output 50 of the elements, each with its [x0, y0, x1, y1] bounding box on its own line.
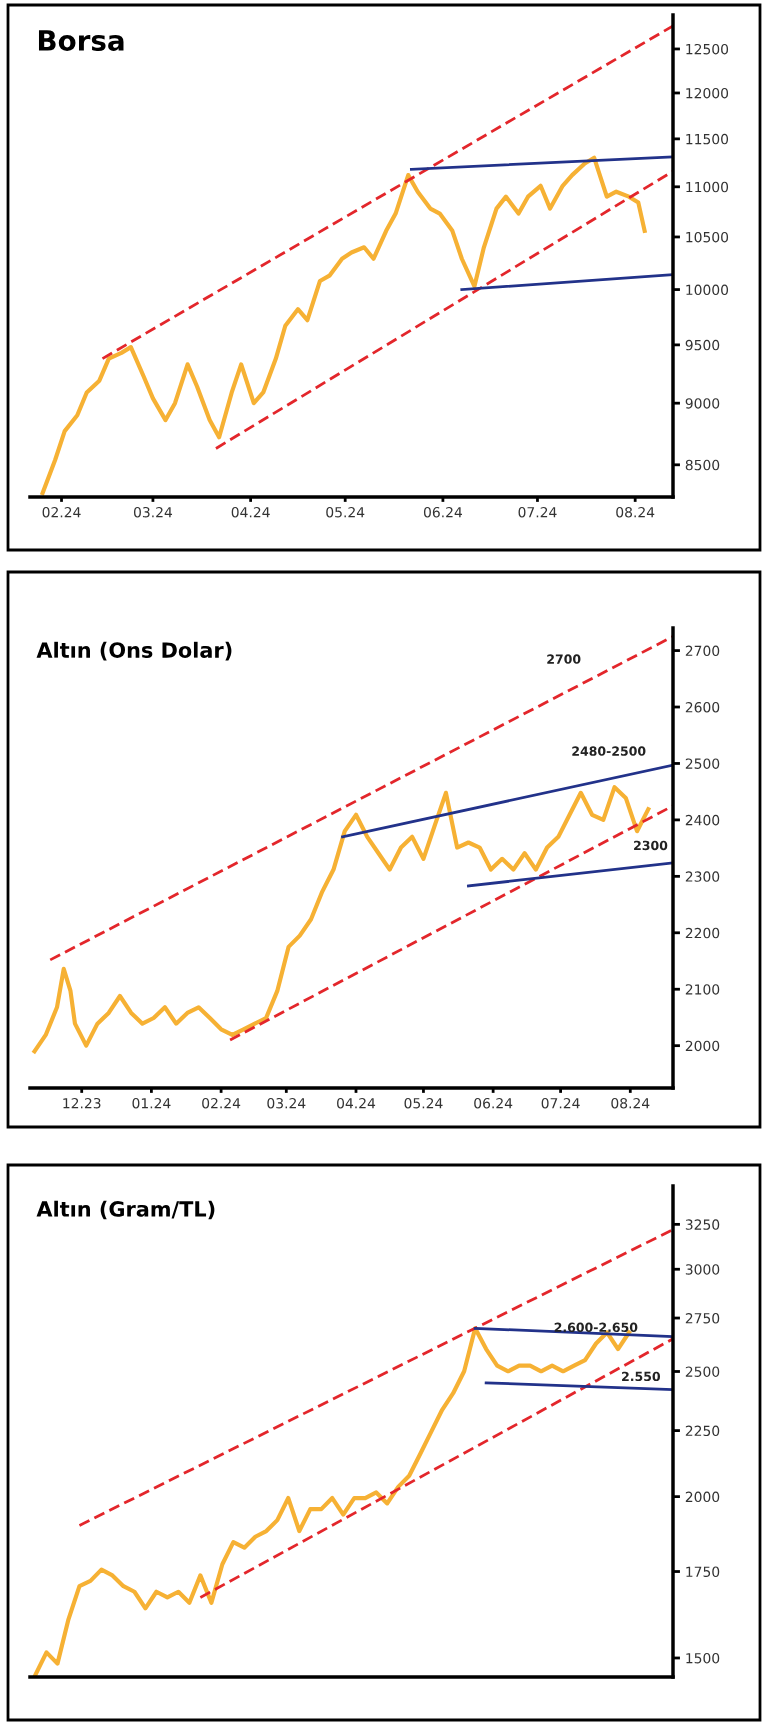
y-tick-label: 1500 [686, 1652, 720, 1664]
y-tick-label: 10500 [686, 231, 729, 243]
x-tick-label: 07.24 [541, 1097, 580, 1109]
y-tick-label: 12000 [686, 87, 729, 99]
y-tick-label: 2300 [685, 871, 720, 882]
line-series [40, 155, 647, 496]
x-tick-label: 01.24 [132, 1097, 171, 1109]
x-tick-label: 03.24 [267, 1097, 306, 1109]
y-tick-label: 2500 [685, 758, 720, 769]
annotation: 2300 [634, 840, 668, 851]
x-tick-label: 08.24 [611, 1097, 650, 1109]
y-tick-label: 1750 [686, 1566, 720, 1578]
y-tick-label: 2400 [685, 814, 720, 826]
y-tick-label: 8500 [685, 459, 720, 471]
y-tick-label: 3250 [685, 1219, 720, 1230]
annotation: 2.550 [622, 1371, 661, 1382]
y-tick-label: 2750 [685, 1313, 720, 1324]
y-tick-label: 2100 [685, 984, 720, 995]
annotation: 2700 [547, 654, 581, 664]
text: Altın (Ons Dolar) [36, 641, 232, 661]
x-tick-label: 06.24 [423, 506, 463, 518]
x-tick-label: 04.24 [231, 506, 270, 518]
y-tick-label: 12500 [686, 43, 729, 55]
y-tick-label: 2000 [685, 1491, 720, 1503]
x-tick-label: 02.24 [202, 1097, 241, 1109]
x-tick-label: 04.24 [337, 1097, 376, 1109]
y-tick-label: 2000 [685, 1040, 720, 1052]
x-tick-label: 06.24 [474, 1097, 513, 1109]
y-tick-label: 2200 [685, 927, 720, 939]
y-tick-label: 2500 [685, 1366, 720, 1377]
annotation: 2.600-2.650 [554, 1322, 638, 1333]
y-tick-label: 9000 [685, 398, 720, 409]
y-tick-label: 2700 [685, 645, 720, 657]
x-tick-label: 02.24 [42, 506, 81, 518]
y-tick-label: 9500 [685, 339, 720, 351]
y-tick-label: 10000 [686, 284, 729, 296]
y-tick-label: 2250 [685, 1425, 720, 1437]
text: Altın (Gram/TL) [36, 1200, 215, 1220]
y-tick-label: 11500 [686, 133, 729, 145]
annotation: 2480-2500 [572, 746, 646, 756]
x-tick-label: 05.24 [326, 506, 365, 518]
x-tick-label: 08.24 [616, 506, 655, 518]
chart-title: Borsa [38, 30, 124, 51]
y-tick-label: 2600 [685, 701, 720, 713]
y-tick-label: 3000 [685, 1264, 720, 1275]
y-tick-label: 11000 [686, 181, 729, 193]
x-tick-label: 03.24 [133, 506, 173, 518]
x-tick-label: 07.24 [518, 506, 557, 518]
x-tick-label: 12.23 [63, 1097, 101, 1109]
x-tick-label: 05.24 [404, 1097, 443, 1109]
